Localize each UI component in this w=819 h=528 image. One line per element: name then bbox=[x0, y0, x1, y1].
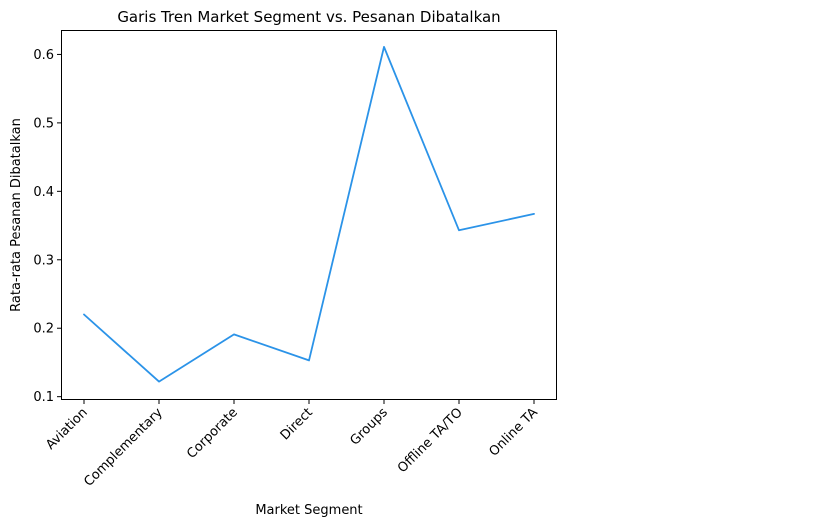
y-tick-label: 0.6 bbox=[33, 48, 54, 63]
y-axis: 0.1 0.2 0.3 0.4 0.5 0.6 bbox=[33, 48, 62, 405]
y-tick-label: 0.2 bbox=[33, 322, 54, 337]
x-tick-label: Online TA bbox=[486, 405, 540, 459]
x-axis-title: Market Segment bbox=[255, 503, 362, 518]
series-layer bbox=[83, 46, 535, 383]
series-line bbox=[83, 46, 535, 383]
x-tick-label: Aviation bbox=[43, 405, 91, 453]
plot-frame bbox=[61, 30, 557, 400]
x-tick-label: Corporate bbox=[184, 405, 241, 462]
y-tick-label: 0.5 bbox=[33, 116, 54, 131]
y-tick-label: 0.4 bbox=[33, 185, 54, 200]
y-tick-label: 0.1 bbox=[33, 390, 54, 405]
x-tick-label: Groups bbox=[347, 405, 391, 449]
x-tick-label: Complementary bbox=[81, 405, 166, 490]
x-tick-label: Direct bbox=[278, 405, 316, 443]
y-axis-title: Rata-rata Pesanan Dibatalkan bbox=[9, 118, 24, 312]
chart-title: Garis Tren Market Segment vs. Pesanan Di… bbox=[117, 8, 500, 26]
x-tick-label: Offline TA/TO bbox=[395, 405, 466, 476]
y-tick-label: 0.3 bbox=[33, 253, 54, 268]
